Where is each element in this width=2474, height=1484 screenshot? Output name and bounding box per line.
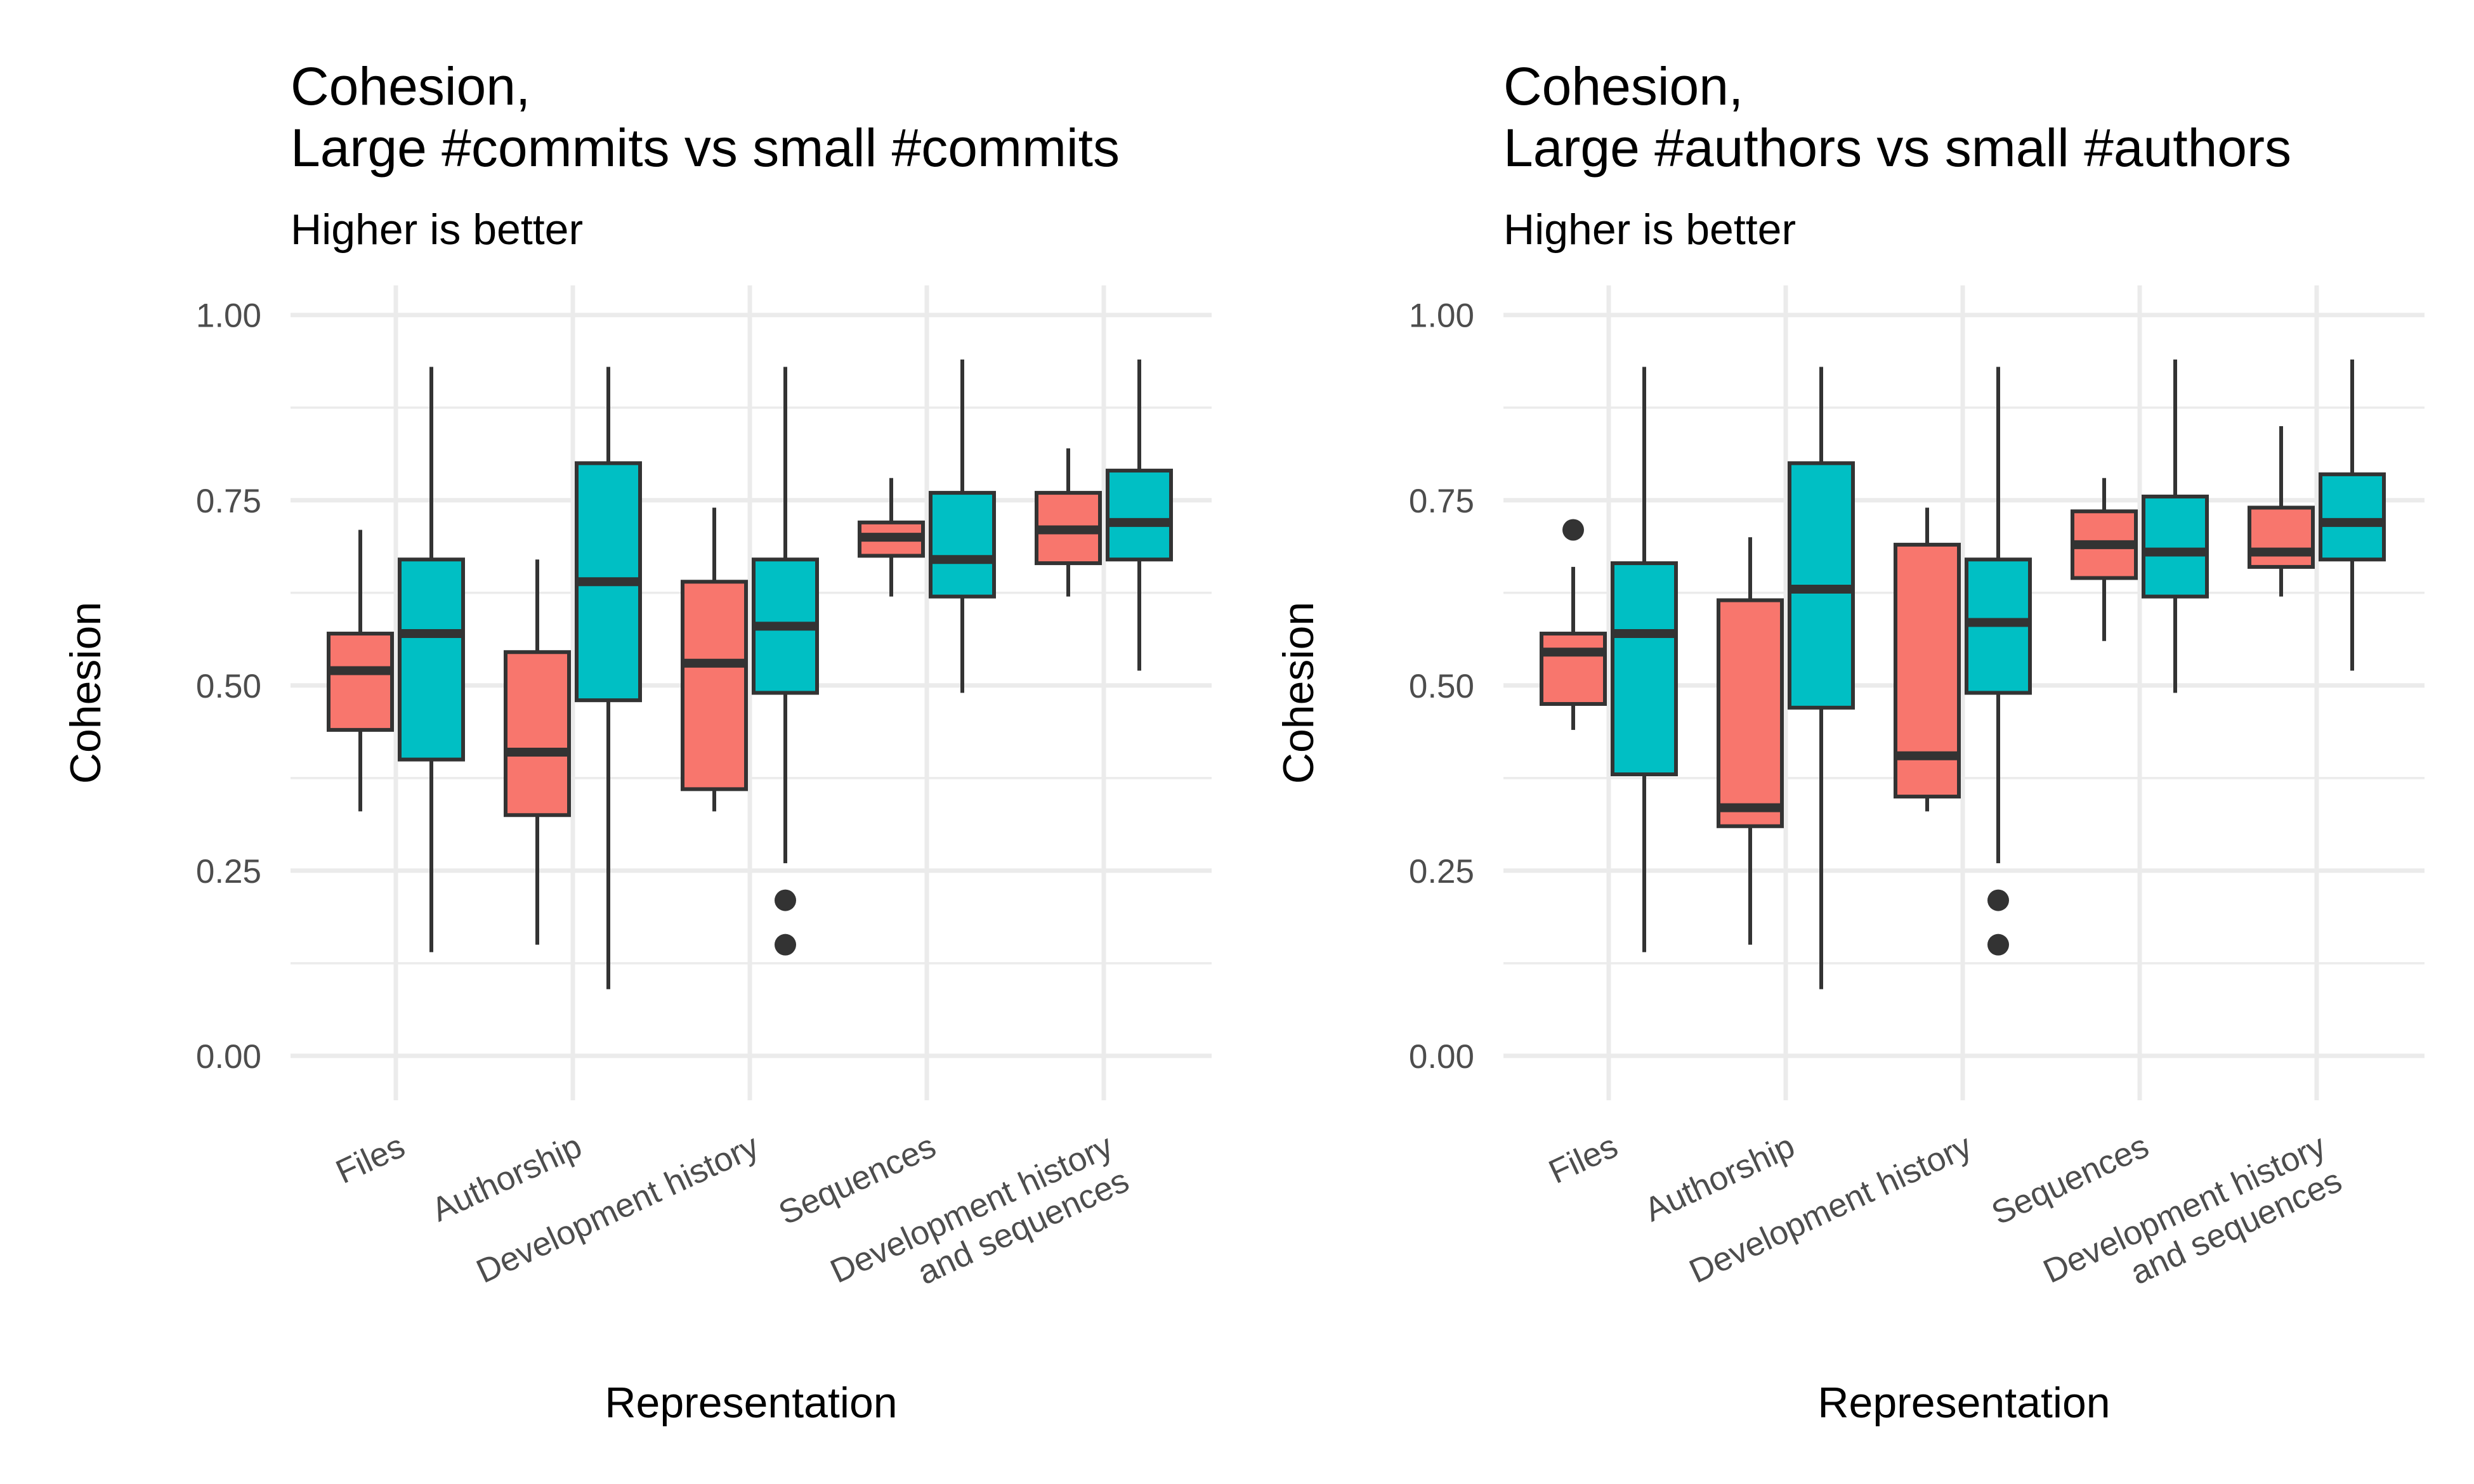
x-tick-label-line: Development history [471,1127,764,1291]
box-body [1540,632,1607,706]
chart-title-line-2: Large #commits vs small #commits [291,118,1120,178]
outlier-point [1562,519,1584,541]
y-tick-label: 0.50 [196,668,261,705]
box-body [1611,561,1678,776]
x-tick-label: Development history [471,1127,764,1291]
box-large-2 [1717,537,1784,945]
box-small-1 [398,367,465,953]
box-small-5 [1106,359,1173,671]
x-tick-label-line: Files [331,1127,410,1191]
x-tick-label: Files [331,1127,410,1191]
box-body [1106,469,1173,562]
box-small-4 [2142,359,2209,693]
box-small-4 [929,359,996,693]
y-tick-label: 0.00 [1409,1038,1474,1076]
outlier-point [775,934,796,956]
y-tick-label: 0.25 [196,853,261,890]
x-tick-label: Development history [1684,1127,1977,1291]
box-large-1 [1540,519,1607,730]
x-axis-title: Representation [1817,1379,2110,1427]
outlier-point [775,889,796,911]
x-tick-label: Files [1543,1127,1623,1191]
box-small-2 [1788,367,1855,989]
chart-title-line-1: Cohesion, [291,56,530,116]
box-large-4 [2071,478,2138,641]
box-large-5 [1035,448,1102,597]
box-body [2248,505,2315,569]
box-body [681,580,748,791]
box-body [1717,598,1784,828]
outlier-point [1987,934,2009,956]
y-tick-label: 1.00 [1409,297,1474,335]
box-body [504,650,571,817]
box-body [327,632,394,732]
box-body [929,491,996,599]
y-tick-label: 0.00 [196,1038,261,1076]
y-axis-title: Cohesion [1274,602,1323,784]
chart-title-line-2: Large #authors vs small #authors [1503,118,2291,178]
y-tick-label: 0.75 [1409,483,1474,520]
x-tick-label-line: Development history [1684,1127,1977,1291]
box-large-2 [504,559,571,945]
chart-subtitle: Higher is better [1503,205,1796,254]
box-small-5 [2319,359,2386,671]
box-small-3 [1965,367,2032,956]
chart-title-line-1: Cohesion, [1503,56,1743,116]
box-small-2 [575,367,642,989]
box-large-5 [2248,426,2315,597]
y-tick-label: 0.25 [1409,853,1474,890]
box-large-4 [858,478,925,597]
x-axis-title: Representation [605,1379,897,1427]
x-tick-label-line: Files [1543,1127,1623,1191]
y-tick-label: 0.75 [196,483,261,520]
box-large-1 [327,530,394,812]
box-small-3 [752,367,819,956]
outlier-point [1987,889,2009,911]
chart-subtitle: Higher is better [291,205,583,254]
box-large-3 [681,507,748,812]
box-body [398,557,465,762]
box-body [2142,494,2209,599]
y-tick-label: 0.50 [1409,668,1474,705]
box-large-3 [1894,507,1961,812]
y-axis-title: Cohesion [62,602,110,784]
y-tick-label: 1.00 [196,297,261,335]
box-body [2319,472,2386,562]
box-small-1 [1611,367,1678,953]
